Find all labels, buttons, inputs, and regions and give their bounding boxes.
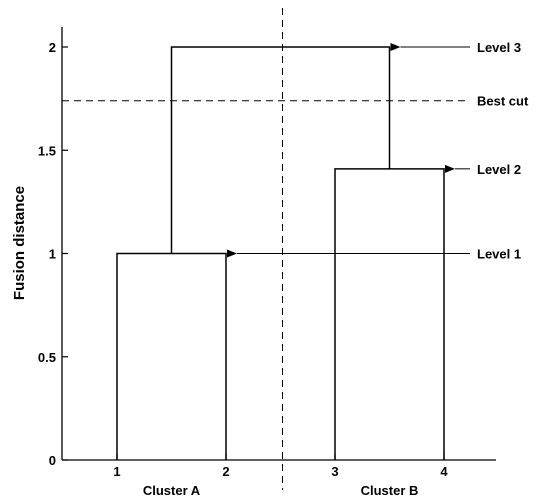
x-tick-label: 2 [222,464,229,479]
dendrogram-link [334,168,445,460]
dendrogram-link [116,252,227,460]
y-tick-label: 0 [49,453,56,468]
annotation-label: Level 2 [477,162,521,177]
y-tick-label: 1.5 [38,143,56,158]
annotation-label: Level 1 [477,247,521,262]
annotation-label: Best cut [477,94,529,109]
y-axis-label: Fusion distance [11,186,28,300]
y-tick-label: 0.5 [38,350,56,365]
dendrogram-link [170,46,391,254]
cluster-b-label: Cluster B [361,483,419,498]
x-tick-label: 4 [440,464,448,479]
y-tick-label: 1 [49,247,56,262]
annotation-label: Level 3 [477,40,521,55]
cluster-a-label: Cluster A [143,483,201,498]
plot-area [61,8,496,490]
chart-labels: Fusion distance Cluster A Cluster B 0 0.5… [11,40,529,498]
y-tick-label: 2 [49,40,56,55]
x-tick-label: 1 [113,464,120,479]
x-tick-label: 3 [331,464,338,479]
